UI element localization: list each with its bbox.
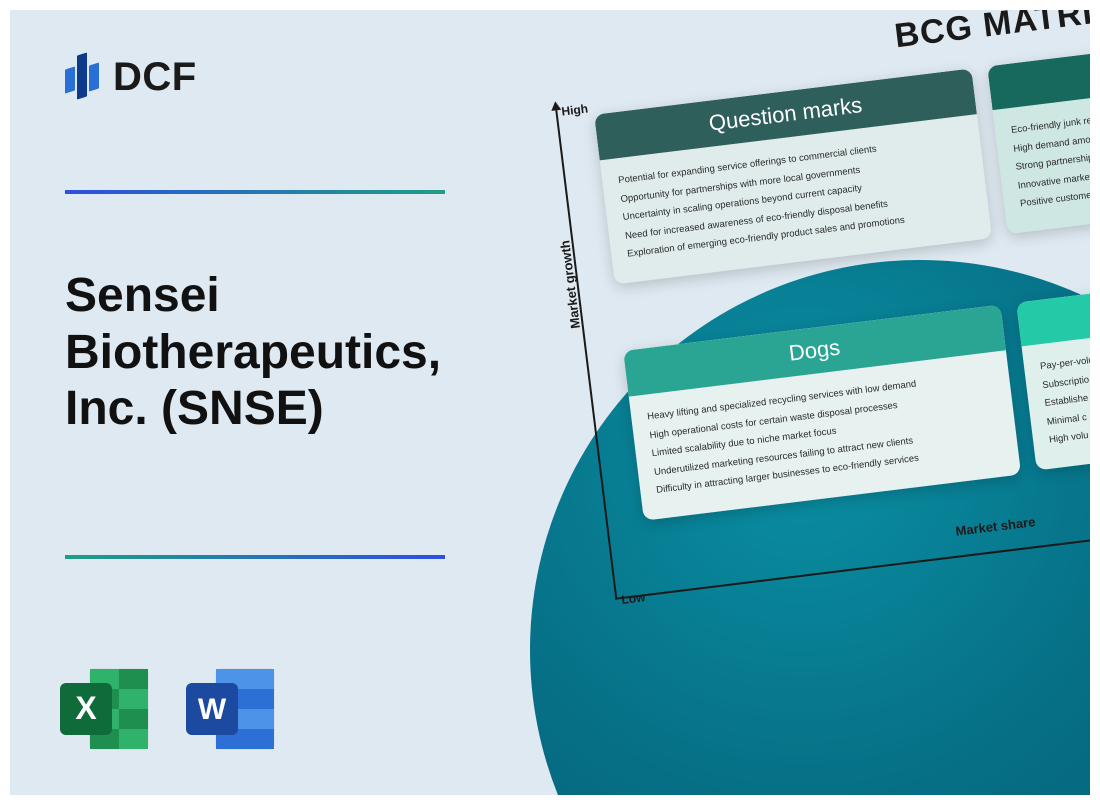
logo: DCF	[65, 50, 197, 104]
infographic-canvas: DCF Sensei Biotherapeutics, Inc. (SNSE) …	[10, 10, 1090, 795]
divider-bottom	[65, 555, 445, 559]
list-item: Pay-per-volu	[1039, 338, 1090, 377]
bcg-matrix: BCG MATRIX High Low Market growth Market…	[550, 21, 1090, 100]
quadrant-question-marks: Question marks Potential for expanding s…	[594, 68, 992, 284]
quadrant-body: Eco-friendly junk rem High demand among …	[993, 86, 1090, 234]
y-axis-label: Market growth	[557, 239, 583, 329]
axis-low-label: Low	[621, 590, 647, 607]
excel-icon: X	[58, 663, 154, 755]
logo-text: DCF	[113, 55, 197, 100]
axis-high-label: High	[561, 101, 589, 118]
logo-bars-icon	[65, 50, 101, 104]
svg-text:X: X	[75, 690, 97, 726]
word-icon: W	[184, 663, 280, 755]
app-icons: X W	[58, 663, 280, 755]
quadrant-stars: Eco-friendly junk rem High demand among …	[987, 42, 1090, 234]
divider-top	[65, 190, 445, 194]
svg-text:W: W	[198, 693, 227, 726]
matrix-title: BCG MATRIX	[893, 10, 1090, 56]
page-title: Sensei Biotherapeutics, Inc. (SNSE)	[65, 268, 485, 438]
